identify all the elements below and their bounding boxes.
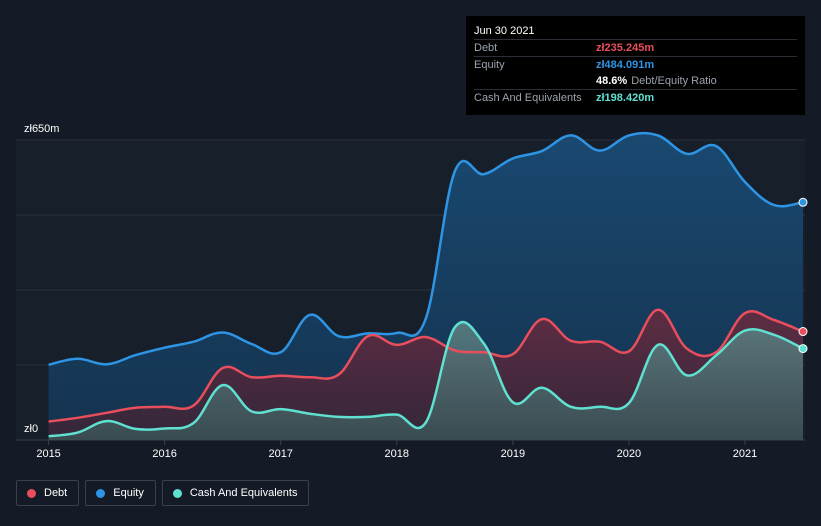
tooltip-debt-value: zł235.245m (596, 42, 655, 54)
cash-line (48, 320, 804, 438)
tooltip-ratio-label: Debt/Equity Ratio (631, 75, 717, 87)
x-tick-2015: 2015 (36, 448, 60, 460)
tooltip-debt-label: Debt (474, 42, 498, 54)
tooltip-ratio-row: 48.6% Debt/Equity Ratio (474, 73, 797, 89)
legend-item-debt[interactable]: Debt (16, 480, 80, 506)
x-tick-2020: 2020 (617, 448, 641, 460)
debt-dot-icon (27, 488, 36, 498)
debt-endpoint-marker (798, 327, 808, 337)
y-tick-bottom: zł0 (24, 423, 38, 435)
cash-dot-icon (172, 488, 182, 498)
legend-item-cash[interactable]: Cash And Equivalents (161, 480, 310, 506)
legend-equity-label: Equity (113, 487, 144, 499)
equity-line (48, 131, 804, 367)
equity-dot-icon (96, 488, 106, 498)
legend-item-equity[interactable]: Equity (85, 480, 156, 506)
x-tick-2018: 2018 (385, 448, 409, 460)
legend-debt-label: Debt (44, 487, 68, 499)
equity-endpoint-marker (798, 197, 808, 207)
y-tick-top: zł650m (24, 123, 59, 135)
tooltip-cash-row: Cash And Equivalents zł198.420m (474, 89, 797, 106)
x-tick-2016: 2016 (152, 448, 176, 460)
tooltip-date: Jun 30 2021 (474, 25, 535, 37)
tooltip-equity-value: zł484.091m (596, 59, 655, 71)
tooltip-cash-label: Cash And Equivalents (474, 92, 582, 104)
tooltip-ratio-value: 48.6% (596, 75, 628, 87)
x-tick-2019: 2019 (501, 448, 525, 460)
tooltip-equity-label: Equity (474, 59, 505, 71)
debt-line (48, 308, 804, 423)
tooltip-debt-row: Debt zł235.245m (474, 39, 797, 56)
legend-cash-label: Cash And Equivalents (189, 487, 298, 499)
x-tick-2017: 2017 (268, 448, 292, 460)
chart-legend: Debt Equity Cash And Equivalents (16, 480, 310, 506)
cash-area (48, 322, 804, 440)
tooltip-equity-row: Equity zł484.091m (474, 56, 797, 73)
tooltip-panel: Jun 30 2021 Debt zł235.245m Equity zł484… (466, 16, 805, 115)
x-tick-2021: 2021 (733, 448, 757, 460)
cash-endpoint-marker (798, 344, 808, 354)
tooltip-cash-value: zł198.420m (596, 92, 655, 104)
